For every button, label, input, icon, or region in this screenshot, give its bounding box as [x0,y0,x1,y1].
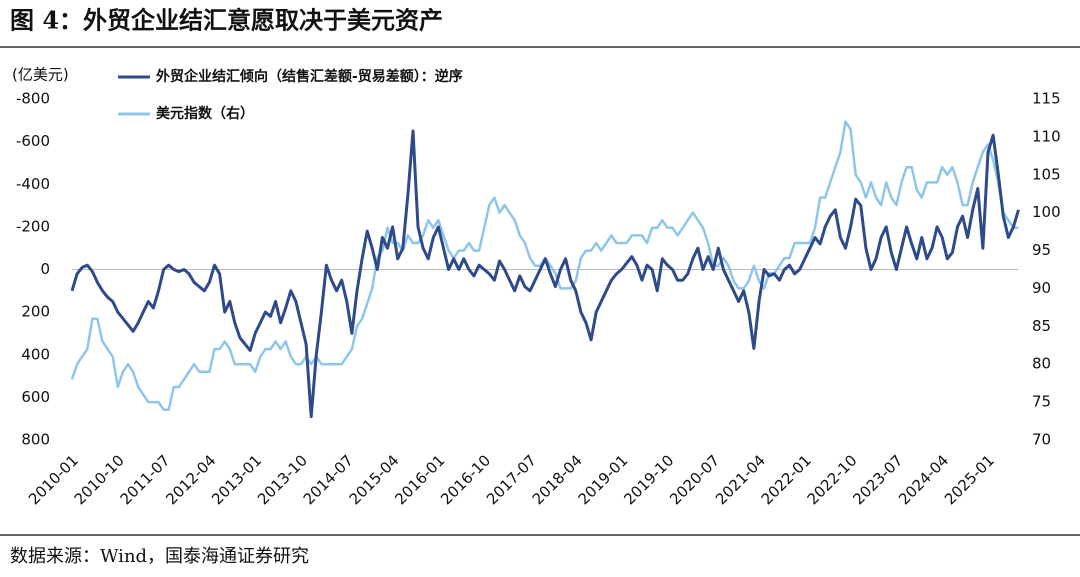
x-tick-label: 2023-07 [849,451,906,508]
x-tick-label: 2025-01 [941,451,998,508]
x-tick-label: 2015-04 [346,451,403,508]
x-tick-label: 2013-10 [254,451,311,508]
y-tick-label: -400 [16,175,50,193]
y2-tick-label: 85 [1032,317,1051,335]
y-tick-label: -200 [16,217,50,235]
y-tick-label: -800 [16,90,50,108]
x-tick-label: 2022-10 [804,451,861,508]
x-tick-label: 2020-07 [666,451,723,508]
x-tick-label: 2010-10 [71,451,128,508]
y-tick-label: 200 [21,303,50,321]
y2-tick-label: 75 [1032,393,1051,411]
x-tick-label: 2021-04 [712,451,769,508]
x-tick-label: 2014-07 [300,451,357,508]
x-tick-label: 2013-01 [208,451,265,508]
y2-tick-label: 80 [1032,355,1051,373]
y-axis-label: (亿美元) [12,66,69,84]
legend-label: 外贸企业结汇倾向（结售汇差额-贸易差额）：逆序 [156,68,463,85]
y-tick-label: 0 [40,260,50,278]
x-tick-label: 2019-10 [620,451,677,508]
y2-tick-label: 90 [1032,279,1051,297]
series-line [70,129,1020,419]
x-tick-label: 2017-07 [483,451,540,508]
chart-title: 图 4：外贸企业结汇意愿取决于美元资产 [10,6,443,35]
x-tick-label: 2010-01 [25,451,82,508]
y2-tick-label: 105 [1032,165,1061,183]
source: 数据来源：Wind，国泰海通证券研究 [10,546,309,567]
y2-tick-label: 100 [1032,203,1061,221]
y-tick-label: 800 [21,431,50,449]
x-tick-label: 2018-04 [529,451,586,508]
y2-tick-label: 110 [1032,127,1061,145]
x-tick-label: 2016-10 [437,451,494,508]
x-tick-label: 2011-07 [117,451,174,508]
legend-label: 美元指数（右） [156,105,254,122]
y-tick-label: -600 [16,132,50,150]
y2-tick-label: 115 [1032,90,1061,108]
y2-tick-label: 70 [1032,431,1051,449]
x-tick-label: 2016-01 [391,451,448,508]
y2-tick-label: 95 [1032,241,1051,259]
x-tick-label: 2012-04 [162,451,219,508]
x-tick-label: 2022-01 [758,451,815,508]
x-tick-label: 2024-04 [895,451,952,508]
x-tick-label: 2019-01 [575,451,632,508]
y-tick-label: 600 [21,388,50,406]
y-tick-label: 400 [21,345,50,363]
